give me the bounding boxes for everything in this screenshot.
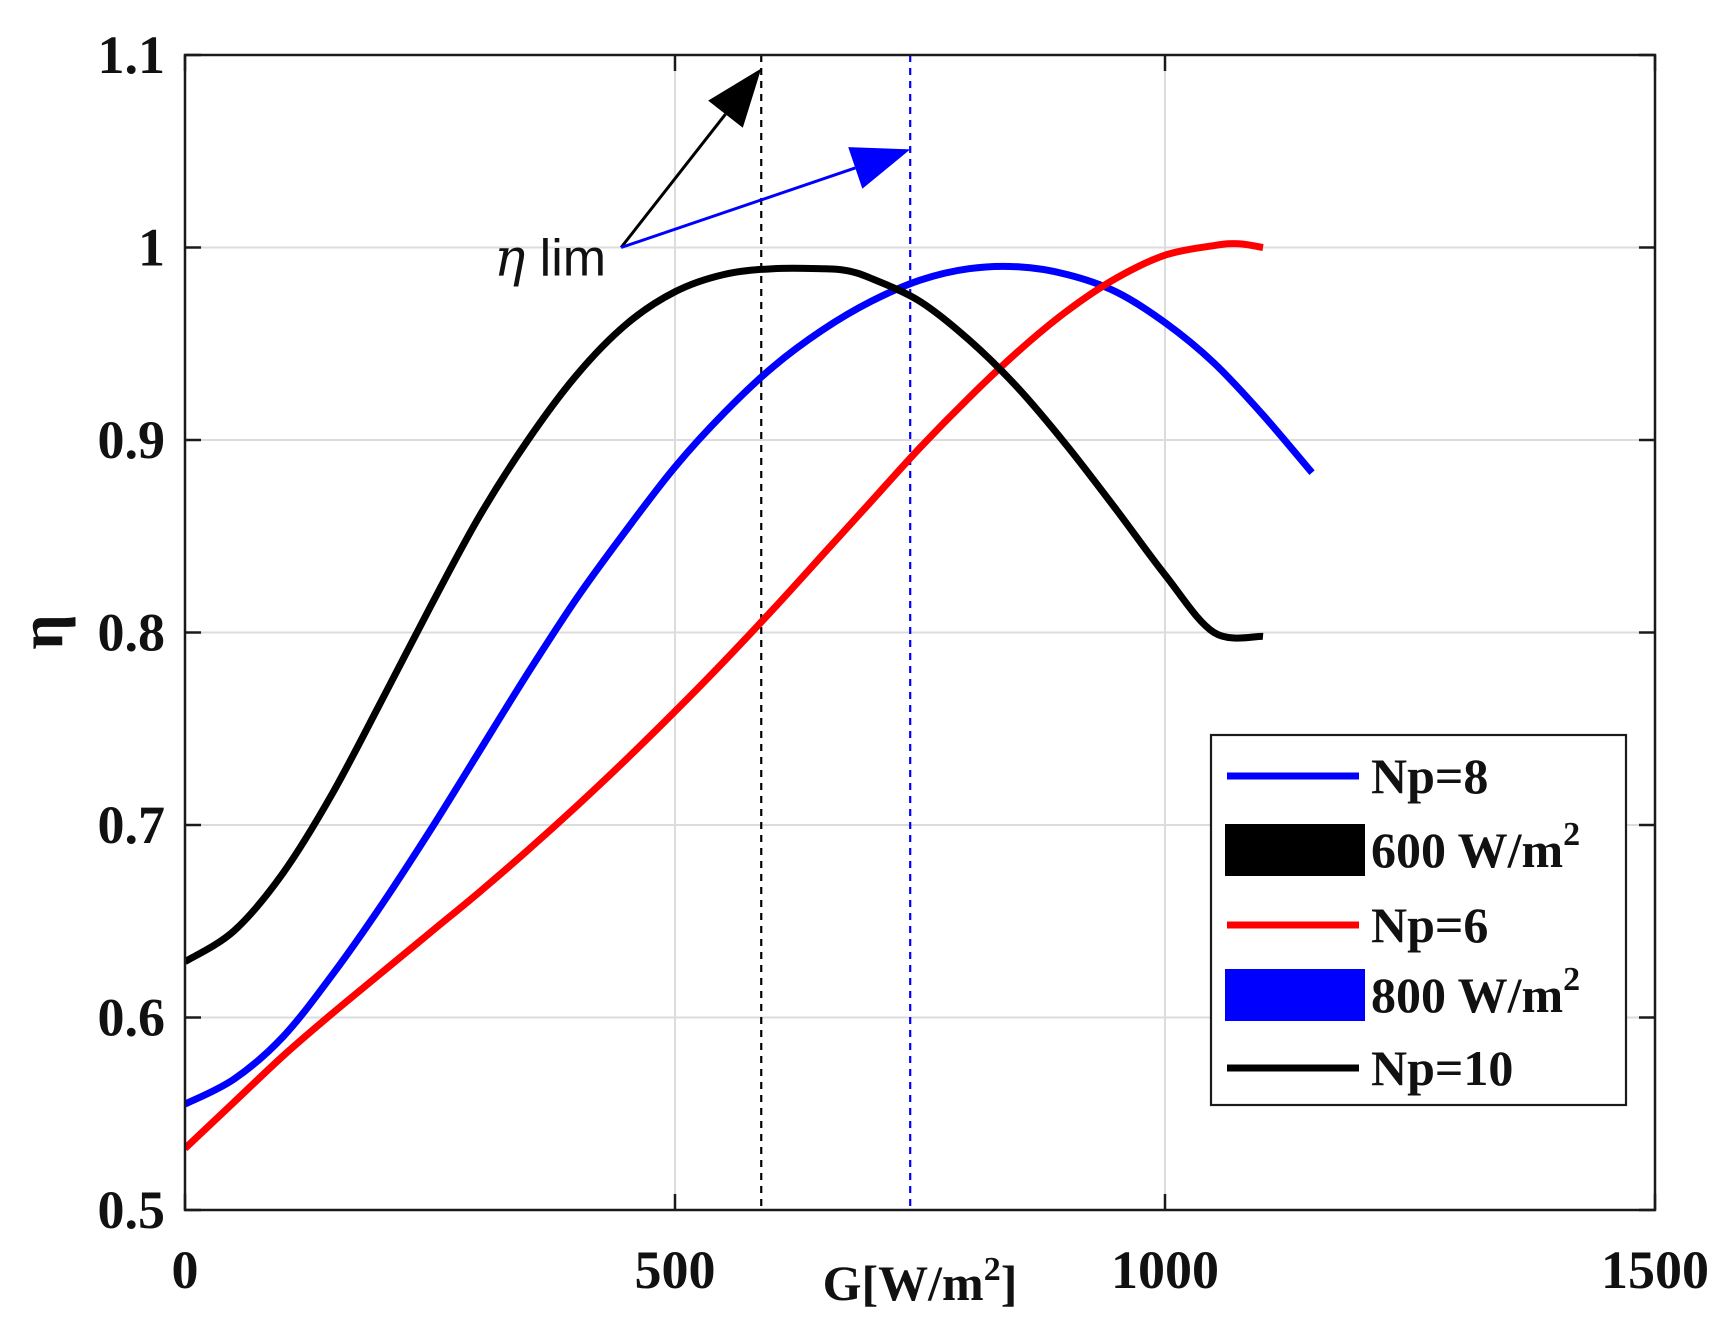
x-tick-label-2: 1000	[1111, 1240, 1219, 1300]
legend-swatch-800-w-m	[1225, 969, 1365, 1021]
legend-label-np-10: Np=10	[1371, 1040, 1513, 1096]
y-tick-label-0: 0.5	[98, 1180, 166, 1240]
legend-label-superscript: 2	[1563, 816, 1580, 853]
x-tick-label-3: 1500	[1601, 1240, 1709, 1300]
annotation-arrow-head-1	[848, 147, 911, 189]
x-axis-title-superscript: 2	[984, 1251, 1001, 1288]
legend-label-text: 600 W/m	[1371, 822, 1563, 878]
legend-label-np-6: Np=6	[1371, 897, 1488, 953]
legend-label-text: Np=6	[1371, 897, 1488, 953]
y-tick-label-4: 0.9	[98, 410, 166, 470]
series-line-np-8	[185, 262, 1315, 1108]
legend-label-superscript: 2	[1563, 961, 1580, 998]
legend-label-text: 800 W/m	[1371, 967, 1563, 1023]
tick-labels: 0 500 1000 1500 0.5 0.6 0.7 0.8 0.9 1 1.1	[98, 25, 1710, 1300]
legend-label-text: Np=8	[1371, 748, 1488, 804]
legend-label-600-w-m: 600 W/m2	[1371, 816, 1580, 878]
axes	[183, 53, 1657, 1212]
reference-lines	[760, 55, 912, 1210]
series-group	[185, 240, 1315, 1151]
annotation-arrow-head-0	[708, 68, 762, 128]
x-tick-label-0: 0	[172, 1240, 199, 1300]
x-axis-title: G[W/m2]	[823, 1251, 1018, 1311]
y-tick-label-2: 0.7	[98, 795, 166, 855]
x-axis-title-main: G[W/m	[823, 1255, 984, 1311]
y-tick-label-6: 1.1	[98, 25, 166, 85]
y-tick-label-3: 0.8	[98, 603, 166, 663]
series-line-np-10	[185, 264, 1264, 965]
x-axis-title-close: ]	[1001, 1255, 1018, 1311]
annotation-label-greek: η	[494, 229, 525, 289]
legend-box	[1209, 733, 1628, 1107]
y-tick-label-1: 0.6	[98, 988, 166, 1048]
annotation-arrow-shaft-1	[620, 166, 856, 249]
annotation-label: η lim	[494, 229, 606, 289]
legend-swatch-600-w-m	[1225, 824, 1365, 876]
legend-label-np-8: Np=8	[1371, 748, 1488, 804]
eta-lim-annotation: η lim	[494, 68, 911, 289]
x-tick-label-1: 500	[635, 1240, 716, 1300]
annotation-arrow-shaft-0	[619, 113, 727, 249]
annotation-label-rest: lim	[525, 230, 606, 288]
legend-label-800-w-m: 800 W/m2	[1371, 961, 1580, 1023]
y-axis-title: η	[8, 614, 76, 649]
series-line-np-6	[185, 240, 1264, 1151]
y-tick-label-5: 1	[138, 218, 165, 278]
legend-label-text: Np=10	[1371, 1040, 1513, 1096]
